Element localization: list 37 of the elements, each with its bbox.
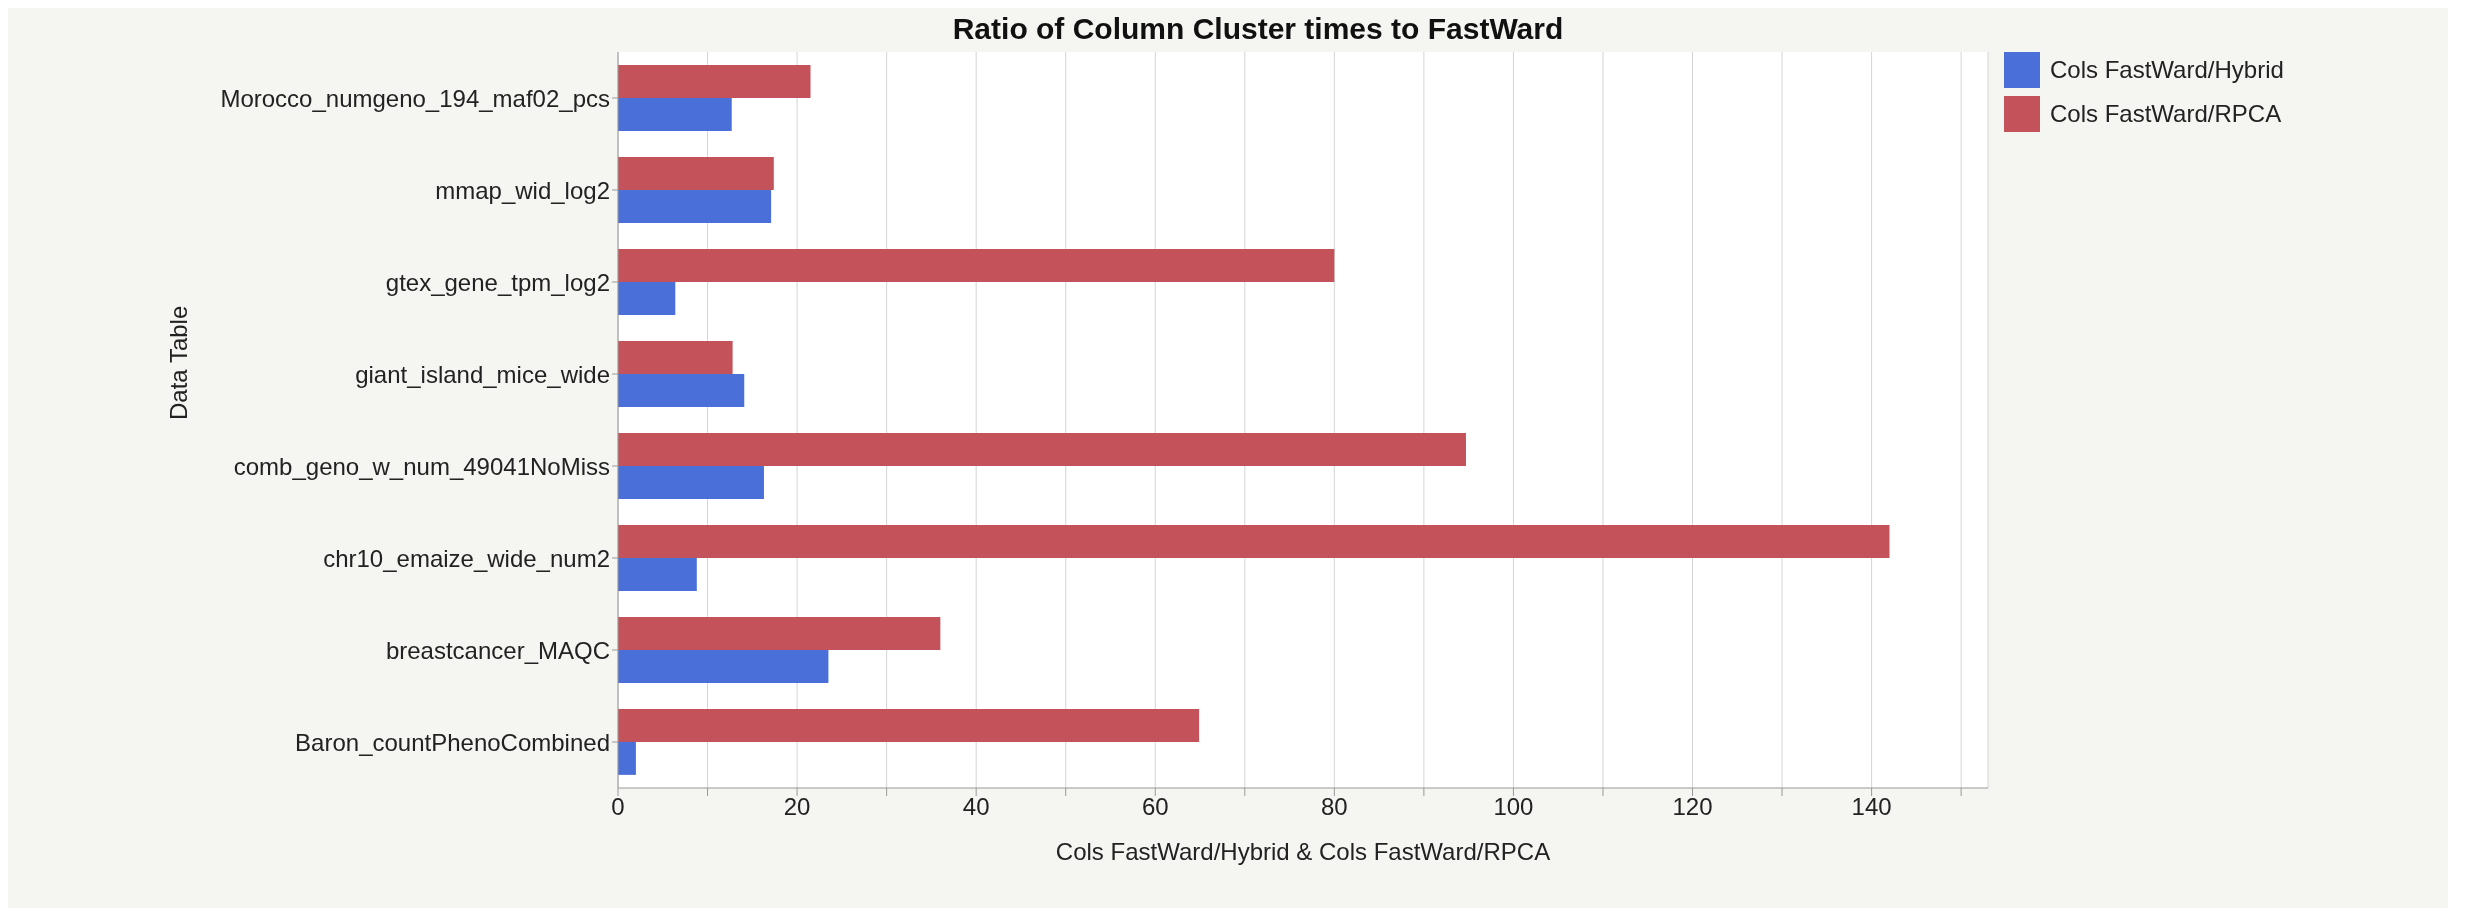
- bar: [618, 97, 732, 131]
- x-tick-label: 80: [1320, 793, 1348, 821]
- legend-label: Cols FastWard/Hybrid: [2050, 56, 2284, 84]
- x-tick-label: 20: [783, 793, 811, 821]
- bar: [618, 189, 772, 223]
- y-tick-label: gtex_gene_tpm_log2: [385, 268, 610, 296]
- x-tick-label: 60: [1141, 793, 1169, 821]
- bar: [618, 649, 829, 683]
- bar: [618, 340, 733, 374]
- bar: [618, 557, 697, 591]
- bar: [618, 64, 811, 98]
- legend-label: Cols FastWard/RPCA: [2050, 100, 2282, 128]
- bar: [618, 741, 636, 775]
- y-tick-label: Baron_countPhenoCombined: [295, 728, 610, 756]
- bar: [618, 524, 1890, 558]
- y-tick-label: mmap_wid_log2: [435, 176, 610, 204]
- bar: [618, 281, 676, 315]
- y-axis-title: Data Table: [164, 305, 192, 420]
- bar: [618, 465, 764, 499]
- y-tick-label: comb_geno_w_num_49041NoMiss: [233, 452, 610, 480]
- y-tick-label: breastcancer_MAQC: [385, 636, 610, 664]
- bar: [618, 616, 941, 650]
- x-axis-title: Cols FastWard/Hybrid & Cols FastWard/RPCA: [1055, 838, 1551, 865]
- y-tick-label: Morocco_numgeno_194_maf02_pcs: [220, 84, 610, 112]
- y-tick-label: chr10_emaize_wide_num2: [323, 544, 610, 572]
- x-tick-label: 40: [962, 793, 990, 821]
- x-tick-label: 0: [611, 793, 625, 821]
- chart-title: Ratio of Column Cluster times to FastWard: [951, 12, 1565, 46]
- x-tick-label: 100: [1493, 793, 1534, 821]
- bar: [618, 432, 1466, 466]
- bar: [618, 373, 745, 407]
- y-tick-label: giant_island_mice_wide: [355, 360, 610, 388]
- x-tick-label: 140: [1851, 793, 1892, 821]
- bar: [618, 156, 774, 190]
- bar: [618, 248, 1335, 282]
- x-tick-label: 120: [1672, 793, 1713, 821]
- bar: [618, 708, 1200, 742]
